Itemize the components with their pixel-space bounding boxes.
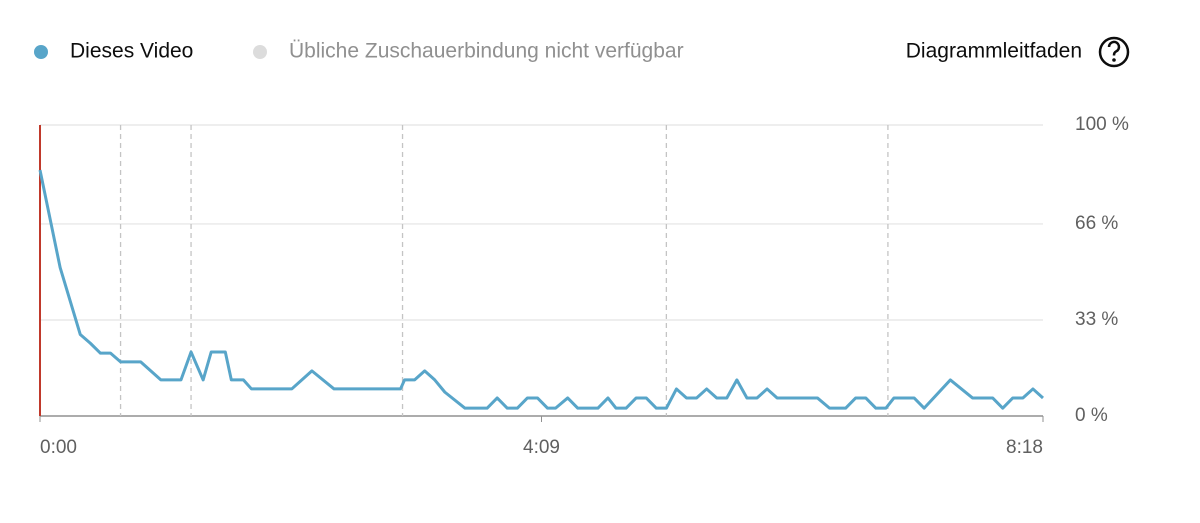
y-tick-label: 66 % bbox=[1075, 213, 1118, 234]
legend-swatch bbox=[34, 45, 48, 59]
legend-label: Dieses Video bbox=[70, 40, 193, 63]
help-icon[interactable] bbox=[1098, 36, 1130, 68]
series-line bbox=[38, 169, 1045, 410]
help-icon-mark bbox=[1107, 40, 1121, 56]
y-tick-label: 100 % bbox=[1075, 114, 1129, 135]
y-tick-label: 33 % bbox=[1075, 309, 1118, 330]
x-tick-label: 8:18 bbox=[1006, 437, 1043, 458]
legend-label: Übliche Zuschauerbindung nicht verfügbar bbox=[289, 40, 684, 63]
help-icon-dot bbox=[1112, 58, 1116, 62]
x-tick-label: 4:09 bbox=[523, 437, 560, 458]
legend-swatch bbox=[253, 45, 267, 59]
y-tick-label: 0 % bbox=[1075, 405, 1108, 426]
guide-button[interactable]: Diagrammleitfaden bbox=[906, 36, 1130, 68]
guide-label[interactable]: Diagrammleitfaden bbox=[906, 40, 1082, 63]
x-tick-label: 0:00 bbox=[40, 437, 77, 458]
